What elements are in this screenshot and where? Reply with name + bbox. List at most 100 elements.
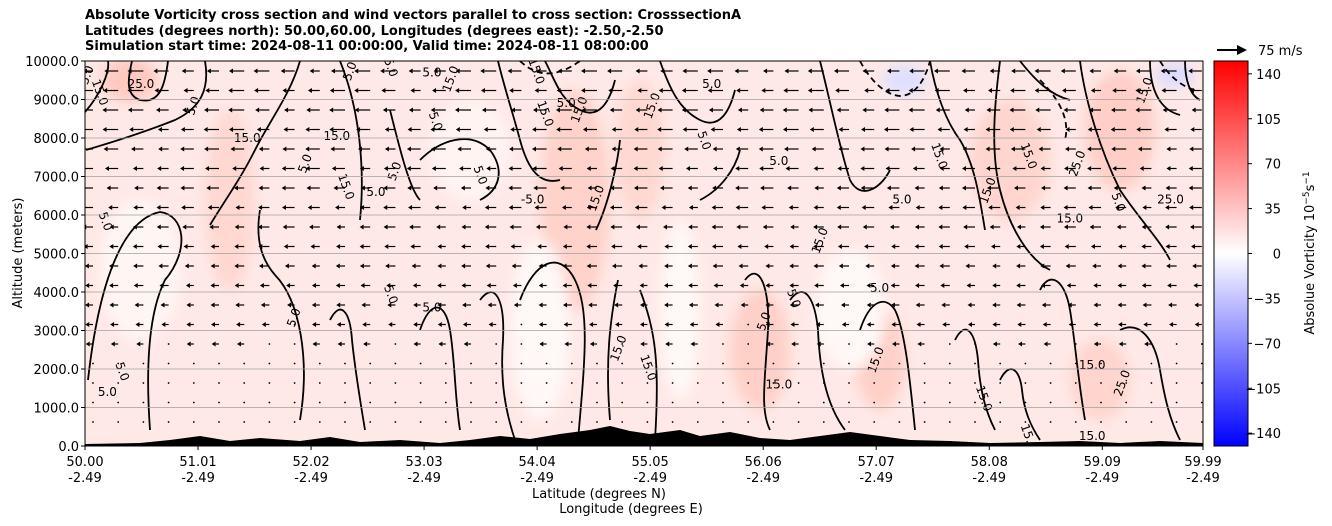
wind-vector-head bbox=[282, 146, 287, 152]
wind-vector bbox=[394, 362, 397, 365]
wind-vector-head bbox=[81, 205, 85, 210]
wind-vector-head bbox=[384, 127, 389, 132]
wind-vector-head bbox=[234, 185, 239, 191]
wind-vector-head bbox=[158, 146, 163, 152]
wind-vector-head bbox=[433, 185, 438, 191]
wind-vector-head bbox=[637, 88, 642, 93]
wind-vector-head bbox=[209, 224, 214, 230]
wind-vector bbox=[243, 362, 246, 365]
wind-vector-head bbox=[916, 322, 921, 327]
wind-vector-head bbox=[311, 302, 316, 308]
wind-vector bbox=[1074, 382, 1077, 384]
colorbar-gradient bbox=[1214, 61, 1248, 446]
y-tick-label: 9000.0 bbox=[34, 94, 80, 109]
wind-vector-head bbox=[889, 224, 894, 230]
wind-vector bbox=[1200, 401, 1203, 404]
wind-vector-head bbox=[1093, 302, 1098, 308]
wind-vector bbox=[722, 401, 724, 404]
wind-vector-head bbox=[182, 107, 187, 113]
wind-vector-head bbox=[156, 205, 161, 210]
wind-vector-head bbox=[180, 146, 185, 152]
wind-vector-head bbox=[157, 244, 162, 249]
wind-vector-head bbox=[411, 263, 416, 269]
wind-vector bbox=[495, 421, 498, 423]
wind-vector bbox=[696, 401, 699, 404]
wind-vector-head bbox=[485, 244, 490, 249]
wind-vector-head bbox=[1063, 185, 1068, 191]
wind-vector bbox=[671, 382, 674, 384]
wind-vector-head bbox=[258, 205, 263, 210]
wind-vector-head bbox=[1135, 88, 1140, 93]
wind-vector-head bbox=[712, 263, 717, 269]
wind-vector-head bbox=[234, 283, 239, 288]
wind-vector-head bbox=[538, 263, 543, 269]
wind-vector-head bbox=[785, 166, 790, 171]
wind-vector bbox=[999, 421, 1002, 423]
wind-vector-head bbox=[784, 146, 789, 152]
wind-vector-head bbox=[131, 146, 136, 152]
y-tick-label: 6000.0 bbox=[34, 209, 80, 224]
wind-vector-head bbox=[407, 127, 412, 132]
wind-vector-head bbox=[938, 224, 943, 230]
wind-vector-head bbox=[555, 107, 560, 113]
wind-vector-head bbox=[614, 302, 619, 308]
wind-vector-head bbox=[681, 88, 686, 93]
wind-vector-head bbox=[707, 88, 712, 93]
wind-vector-head bbox=[658, 88, 663, 93]
wind-vector-head bbox=[836, 205, 841, 210]
wind-vector-head bbox=[1016, 244, 1021, 249]
wind-vector-head bbox=[789, 283, 794, 288]
wind-vector-head bbox=[437, 302, 442, 308]
wind-vector-head bbox=[737, 107, 742, 113]
contour-label: 15.0 bbox=[1079, 358, 1106, 372]
wind-vector-head bbox=[611, 127, 616, 132]
x-tick-label-lat: 56.06 bbox=[745, 455, 782, 470]
wind-vector bbox=[243, 421, 246, 423]
wind-vector-head bbox=[108, 205, 113, 210]
wind-vector-head bbox=[485, 185, 490, 191]
wind-vector-head bbox=[487, 302, 492, 308]
wind-vector bbox=[772, 382, 775, 384]
contour-label: 5.0 bbox=[77, 64, 97, 87]
wind-vector bbox=[898, 362, 901, 365]
wind-vector-head bbox=[480, 68, 485, 74]
wind-vector-head bbox=[883, 127, 888, 132]
wind-vector-head bbox=[104, 68, 109, 74]
wind-vector-head bbox=[809, 127, 814, 132]
quiver-key-arrowhead bbox=[1237, 45, 1247, 55]
wind-vector-head bbox=[356, 127, 361, 132]
x-tick-label-lon: -2.49 bbox=[181, 471, 215, 486]
wind-vector-head bbox=[735, 166, 740, 171]
wind-vector-head bbox=[740, 302, 745, 308]
wind-vector-head bbox=[1194, 302, 1199, 308]
wind-vector-head bbox=[759, 107, 764, 113]
wind-vector bbox=[974, 343, 976, 345]
wind-vector-head bbox=[254, 88, 259, 93]
wind-vector-head bbox=[935, 107, 940, 113]
wind-vector-head bbox=[261, 322, 266, 327]
wind-vector-head bbox=[660, 68, 665, 74]
wind-vector bbox=[772, 401, 775, 404]
wind-vector bbox=[520, 401, 523, 404]
wind-vector bbox=[293, 323, 296, 326]
wind-vector-head bbox=[789, 263, 794, 269]
wind-vector bbox=[747, 401, 750, 404]
wind-vector bbox=[948, 421, 951, 423]
wind-vector bbox=[167, 421, 170, 423]
wind-vector-head bbox=[1117, 263, 1122, 269]
wind-vector-head bbox=[841, 322, 846, 327]
wind-vector-head bbox=[1062, 88, 1067, 93]
wind-vector-head bbox=[808, 107, 813, 113]
contour-label: 5.0 bbox=[340, 60, 360, 83]
wind-vector bbox=[722, 343, 724, 345]
vorticity-contours bbox=[85, 61, 1201, 441]
wind-vector bbox=[873, 401, 876, 404]
wind-vector-head bbox=[836, 185, 841, 191]
x-axis-label-lat: Latitude (degrees N) bbox=[532, 487, 666, 502]
wind-vector-head bbox=[513, 302, 518, 308]
colorbar: 140 105 70 35 0 −35 −70 −105 −140 Absolue Vortic… bbox=[1213, 60, 1318, 447]
wind-vector bbox=[1024, 401, 1027, 404]
wind-vector-head bbox=[586, 205, 591, 210]
wind-vector-head bbox=[711, 224, 716, 230]
wind-vector-head bbox=[85, 283, 90, 288]
